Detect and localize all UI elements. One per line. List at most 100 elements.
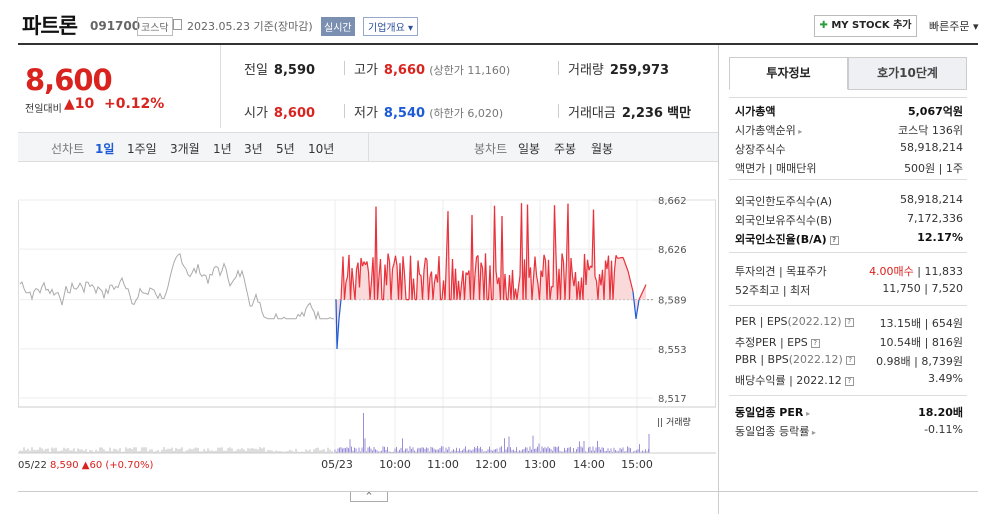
price-line-segment — [432, 281, 436, 300]
help-icon[interactable]: ? — [845, 355, 855, 365]
info-row: PER | EPS(2022.12)? 13.15배 | 654원 — [735, 313, 965, 332]
start-price-label: 8,590 ▲60 (+0.70%) — [50, 460, 153, 471]
price-line-segment — [427, 276, 431, 300]
stat-value: 2,236 — [621, 106, 663, 121]
price-line-segment — [423, 257, 427, 271]
lower-limit: (하한가 6,020) — [429, 107, 504, 120]
info-label: PER | EPS(2022.12)? — [735, 315, 854, 328]
realtime-button[interactable]: 실시간 — [321, 17, 355, 36]
price-line-segment — [627, 270, 634, 292]
price-line-segment — [472, 274, 476, 300]
price-line-segment — [366, 261, 370, 273]
price-line-segment — [526, 204, 530, 278]
help-icon[interactable]: ? — [810, 338, 820, 348]
info-row: 동일업종 등락률 ▸ -0.11% — [735, 421, 965, 440]
price-line-segment — [426, 260, 430, 300]
info-label: PBR | BPS(2022.12)? — [735, 353, 855, 366]
tab-period-1y[interactable]: 1년 — [213, 142, 232, 156]
company-info-dropdown[interactable]: 기업개요 ▾ — [363, 17, 419, 36]
info-divider — [729, 179, 967, 180]
price-line-segment — [594, 276, 598, 282]
price-line-segment — [501, 216, 505, 300]
x-tick-label: 13:00 — [524, 458, 556, 471]
price-line-segment — [570, 257, 574, 277]
tab-period-1d[interactable]: 1일 — [95, 142, 115, 156]
tab-investment-info[interactable]: 투자정보 — [729, 57, 848, 90]
tab-period-3y[interactable]: 3년 — [244, 142, 263, 156]
stat-unit: 백만 — [667, 106, 692, 121]
price-line-segment — [561, 253, 565, 263]
price-line-segment — [342, 256, 346, 300]
info-group: 동일업종 PER ▸ 18.20배 동일업종 등락률 ▸ -0.11% — [735, 402, 965, 440]
info-tabs: 투자정보 호가10단계 — [729, 57, 967, 90]
y-tick-label: 8,589 — [658, 296, 687, 307]
price-line-segment — [376, 276, 380, 300]
tab-period-1w[interactable]: 1주일 — [127, 142, 157, 156]
tab-period-5y[interactable]: 5년 — [276, 142, 295, 156]
info-label: 추정PER | EPS? — [735, 334, 820, 350]
tab-order-book[interactable]: 호가10단계 — [848, 57, 967, 90]
tab-period-3m[interactable]: 3개월 — [170, 142, 200, 156]
info-label: 액면가 | 매매단위 — [735, 162, 817, 175]
x-tick-label: 05/23 — [321, 458, 353, 471]
tab-candle-daily[interactable]: 일봉 — [518, 142, 541, 156]
price-line-segment — [474, 257, 478, 275]
price-chart-svg: 8,662 8,626 8,589 8,553 8,517 05/23 10:00 11:00… — [18, 196, 716, 471]
price-line-segment — [635, 299, 640, 319]
tab-candle-monthly[interactable]: 월봉 — [591, 142, 614, 156]
help-icon[interactable]: ? — [829, 235, 839, 245]
document-icon[interactable] — [173, 19, 182, 30]
stat-label: 거래량 — [568, 63, 604, 78]
price-chart[interactable]: 8,662 8,626 8,589 8,553 8,517 05/23 10:00 11:00… — [18, 162, 718, 492]
info-label: 외국인소진율(B/A)? — [735, 231, 839, 247]
price-line-segment — [471, 215, 475, 300]
info-value: 7,172,336 — [907, 212, 963, 225]
plus-icon: ✚ — [819, 20, 828, 31]
price-line-segment — [585, 259, 589, 286]
stat-low: 저가 8,540 (하한가 6,020) — [354, 102, 503, 121]
price-line-segment — [632, 291, 637, 319]
stat-value: 8,600 — [273, 106, 316, 121]
price-line-segment — [495, 270, 499, 285]
info-divider — [729, 395, 967, 396]
y-tick-label: 8,662 — [658, 196, 687, 207]
y-tick-label: 8,626 — [658, 245, 687, 256]
help-icon[interactable]: ? — [844, 376, 854, 386]
info-row: 액면가 | 매매단위 500원 | 1주 — [735, 158, 965, 177]
price-line-segment — [531, 278, 535, 300]
company-info-label: 기업개요 — [368, 23, 405, 34]
tab-candle-weekly[interactable]: 주봉 — [554, 142, 577, 156]
chart-collapse-toggle[interactable]: ^ — [350, 492, 388, 502]
chevron-right-icon[interactable]: ▸ — [803, 409, 811, 418]
price-line-segment — [348, 254, 352, 300]
price-panel: 8,600 전일대비 ▲10 +0.12% — [18, 45, 221, 128]
x-tick-label: 15:00 — [621, 458, 653, 471]
info-row: 상장주식수 58,918,214 — [735, 139, 965, 158]
info-value: 12.17% — [917, 231, 963, 244]
chevron-up-icon: ^ — [365, 491, 373, 500]
price-line-segment — [613, 255, 617, 271]
info-value: 13.15배 | 654원 — [879, 317, 963, 330]
mystock-add-button[interactable]: ✚ MY STOCK 추가 — [814, 15, 917, 37]
price-line-segment — [504, 273, 508, 300]
price-line-segment — [535, 275, 539, 285]
price-line-segment — [543, 254, 547, 261]
help-icon[interactable]: ? — [844, 317, 854, 327]
chevron-right-icon[interactable]: ▸ — [795, 127, 803, 136]
stats-panel: 전일 8,590 고가 8,660 (상한가 11,160) 거래량 259,973 … — [222, 45, 718, 128]
separator — [344, 104, 345, 118]
price-line-segment — [603, 260, 607, 300]
price-line-segment — [534, 256, 538, 276]
quick-order-dropdown[interactable]: 빠른주문 ▾ — [929, 18, 979, 34]
tab-period-10y[interactable]: 10년 — [308, 142, 335, 156]
info-label: 시가총액순위 ▸ — [735, 124, 803, 137]
chevron-right-icon[interactable]: ▸ — [809, 428, 816, 437]
price-line-segment — [444, 256, 448, 300]
info-value: 58,918,214 — [900, 141, 963, 154]
price-change-value: 10 — [74, 96, 95, 112]
price-change-percent: +0.12% — [104, 96, 165, 112]
volume-legend-icon: || — [657, 418, 664, 428]
price-line-segment — [375, 206, 379, 300]
volume-legend: || 거래량 — [657, 415, 691, 428]
